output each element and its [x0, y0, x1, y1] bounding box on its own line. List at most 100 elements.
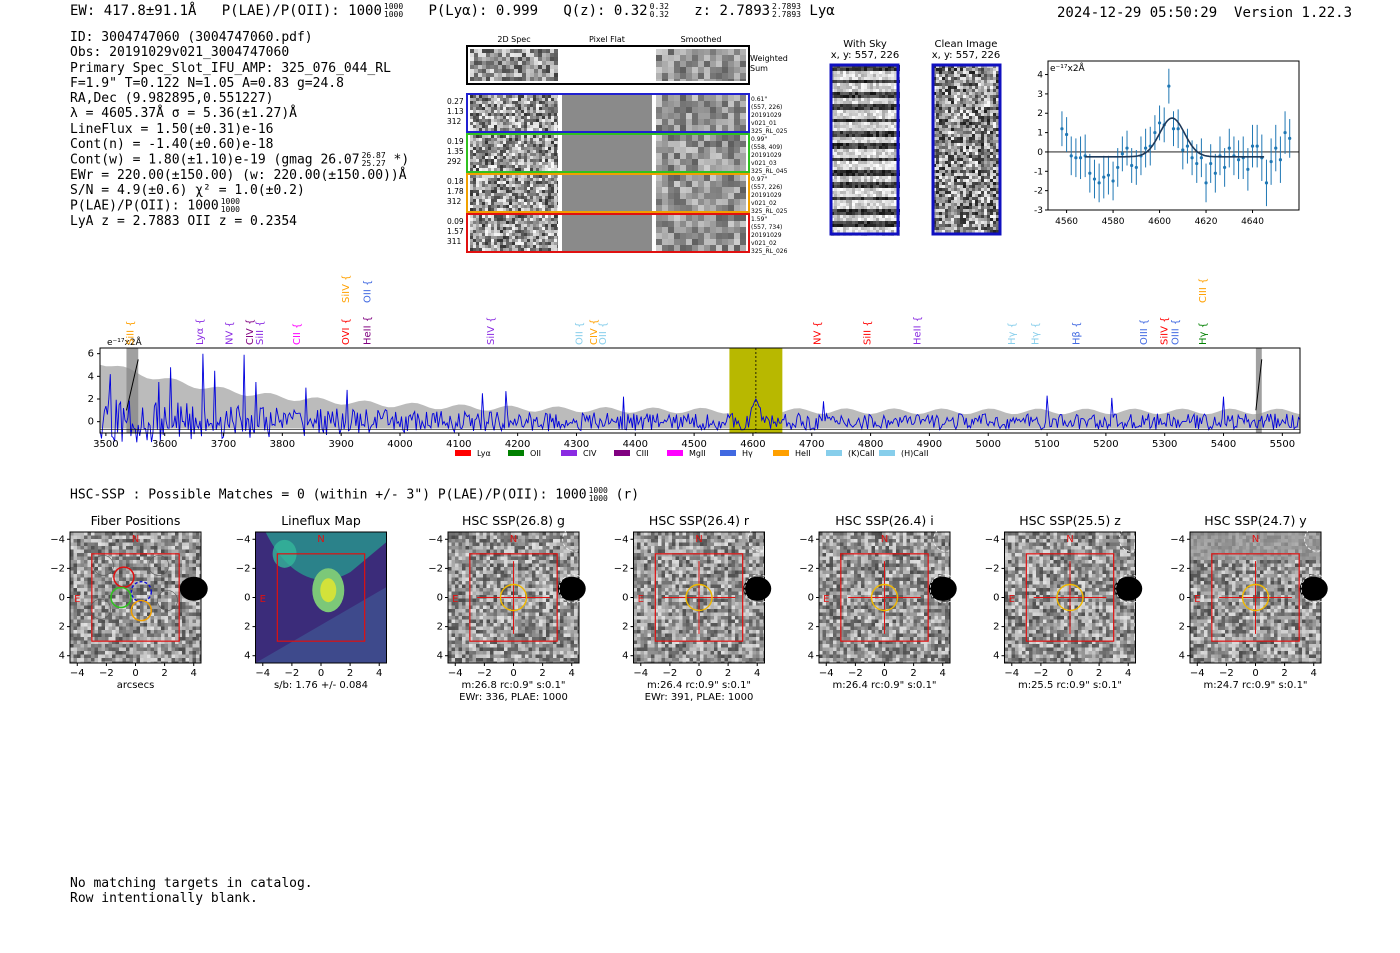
noise-pixel	[550, 69, 554, 73]
fiber-smoothed	[656, 135, 746, 171]
sky-pixel	[843, 173, 846, 176]
noise-pixel	[990, 119, 993, 122]
noise-pixel	[963, 95, 966, 98]
noise-pixel	[969, 170, 972, 173]
noise-pixel	[972, 155, 975, 158]
noise-pixel	[539, 239, 542, 242]
noise-pixel	[975, 80, 978, 83]
noise-pixel	[698, 153, 704, 159]
noise-pixel	[942, 143, 945, 146]
clean-image-frame	[931, 63, 1002, 236]
sky-pixel	[873, 152, 876, 155]
sky-pixel	[873, 77, 876, 80]
noise-pixel	[960, 146, 963, 149]
noise-pixel	[957, 104, 960, 107]
sky-pixel	[855, 164, 858, 167]
noise-pixel	[485, 193, 488, 196]
sky-pixel	[852, 89, 855, 92]
noise-pixel	[488, 221, 491, 224]
noise-pixel	[945, 119, 948, 122]
noise-pixel	[551, 150, 554, 153]
sky-pixel	[837, 194, 840, 197]
noise-pixel	[518, 245, 521, 248]
noise-pixel	[500, 233, 503, 236]
noise-pixel	[939, 230, 942, 233]
noise-pixel	[957, 68, 960, 71]
spectrum-xtick-label: 5300	[1152, 439, 1177, 450]
noise-pixel	[963, 197, 966, 200]
noise-pixel	[987, 122, 990, 125]
noise-pixel	[473, 159, 476, 162]
spectrum-xtick-label: 4000	[387, 439, 412, 450]
noise-pixel	[530, 199, 533, 202]
noise-pixel	[548, 135, 551, 138]
noise-pixel	[488, 242, 491, 245]
noise-pixel	[936, 188, 939, 191]
noise-pixel	[524, 199, 527, 202]
noise-pixel	[509, 239, 512, 242]
sky-pixel	[891, 83, 894, 86]
noise-pixel	[948, 221, 951, 224]
noise-pixel	[969, 221, 972, 224]
noise-pixel	[500, 178, 503, 181]
noise-pixel	[536, 101, 539, 104]
noise-pixel	[963, 203, 966, 206]
noise-pixel	[551, 184, 554, 187]
noise-pixel	[948, 68, 951, 71]
noise-pixel	[479, 242, 482, 245]
noise-pixel	[491, 175, 494, 178]
noise-pixel	[656, 205, 662, 211]
fit-data-point	[1195, 161, 1199, 166]
noise-pixel	[497, 141, 500, 144]
noise-pixel	[978, 218, 981, 221]
noise-pixel	[491, 196, 494, 199]
noise-pixel	[692, 113, 698, 119]
noise-pixel	[984, 92, 987, 95]
noise-pixel	[972, 167, 975, 170]
noise-pixel	[975, 164, 978, 167]
noise-pixel	[551, 119, 554, 122]
noise-pixel	[984, 113, 987, 116]
sky-pixel	[855, 122, 858, 125]
noise-pixel	[542, 122, 545, 125]
noise-pixel	[473, 202, 476, 205]
noise-pixel	[948, 101, 951, 104]
sky-pixel	[870, 125, 873, 128]
sky-pixel	[846, 167, 849, 170]
noise-pixel	[506, 227, 509, 230]
emission-line-label: SiII {	[126, 320, 137, 345]
noise-pixel	[686, 61, 692, 67]
noise-pixel	[963, 152, 966, 155]
emission-line-label: Hβ {	[1071, 322, 1082, 345]
fit-data-point	[1106, 173, 1111, 177]
noise-pixel	[936, 167, 939, 170]
noise-pixel	[984, 194, 987, 197]
noise-pixel	[939, 188, 942, 191]
noise-pixel	[993, 167, 996, 170]
noise-pixel	[716, 107, 722, 113]
noise-pixel	[548, 181, 551, 184]
noise-pixel	[939, 140, 942, 143]
noise-pixel	[497, 110, 500, 113]
noise-pixel	[542, 162, 545, 165]
sky-pixel	[876, 143, 879, 146]
sky-pixel	[885, 128, 888, 131]
info-contn: Cont(n) = -1.40(±0.60)e-18	[70, 137, 274, 153]
noise-pixel	[978, 227, 981, 230]
noise-pixel	[512, 239, 515, 242]
noise-pixel	[990, 182, 993, 185]
sky-pixel	[861, 224, 864, 227]
noise-pixel	[548, 208, 551, 211]
noise-pixel	[740, 119, 746, 125]
noise-pixel	[960, 200, 963, 203]
fit-data-point	[1167, 84, 1171, 88]
noise-pixel	[497, 202, 500, 205]
sky-pixel	[846, 140, 849, 143]
noise-pixel	[515, 193, 518, 196]
noise-pixel	[488, 110, 491, 113]
noise-pixel	[521, 141, 524, 144]
noise-pixel	[942, 209, 945, 212]
noise-pixel	[993, 77, 996, 80]
sky-pixel	[846, 218, 849, 221]
noise-pixel	[957, 143, 960, 146]
